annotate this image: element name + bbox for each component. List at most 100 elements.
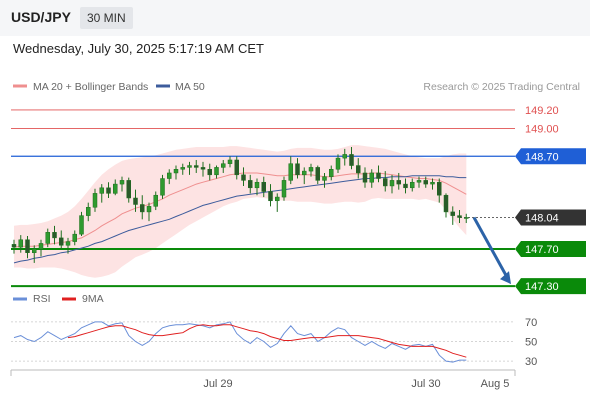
candle	[59, 230, 64, 249]
timeframe-button[interactable]: 30 MIN	[80, 7, 133, 29]
candle	[25, 236, 30, 259]
candle	[288, 156, 293, 185]
candle-body	[92, 193, 98, 208]
candle-body	[52, 232, 57, 239]
candle-body	[356, 165, 361, 174]
candle-body	[72, 233, 77, 242]
rsi-legend-label: RSI	[33, 293, 51, 305]
candle-body	[335, 157, 341, 170]
candle-body	[315, 167, 320, 181]
candle	[18, 235, 23, 253]
candle-body	[221, 163, 226, 168]
rsi-ma-line	[67, 324, 467, 358]
candle	[423, 176, 428, 188]
candle-body	[376, 172, 381, 179]
candle-body	[119, 180, 125, 185]
support-2-tag: 147.30	[525, 281, 559, 293]
candle-body	[416, 180, 422, 183]
candle	[315, 165, 320, 185]
candle	[200, 161, 206, 177]
support-1-tag: 147.70	[525, 244, 559, 256]
candle-body	[153, 194, 158, 207]
candle	[248, 174, 253, 194]
candle	[362, 167, 368, 188]
rsi-tick-label: 30	[525, 356, 537, 368]
candle	[322, 172, 327, 188]
candle-body	[200, 167, 206, 170]
candle	[376, 165, 381, 183]
candle	[254, 178, 260, 196]
candle-body	[106, 187, 111, 194]
candle-body	[126, 180, 131, 199]
forecast-arrow	[472, 216, 511, 285]
candle-body	[79, 215, 84, 235]
bollinger-bands	[14, 145, 467, 278]
candle-body	[369, 172, 374, 183]
candle	[79, 211, 84, 237]
candle	[430, 178, 435, 190]
candle	[234, 156, 239, 180]
candle-body	[227, 159, 233, 164]
candle-body	[430, 181, 435, 185]
ma50-legend-label: MA 50	[175, 81, 205, 93]
candle	[383, 171, 388, 192]
candle-body	[18, 239, 23, 248]
candle-body	[281, 180, 287, 198]
candle-body	[464, 217, 469, 219]
candle-body	[173, 169, 179, 174]
time-axis-label: Jul 29	[203, 378, 232, 390]
support-2-tag-bg	[515, 278, 586, 295]
candle-body	[167, 172, 172, 179]
candle-body	[349, 154, 354, 166]
candle	[11, 239, 17, 254]
candle	[140, 195, 145, 220]
candle	[207, 163, 212, 181]
candle-body	[383, 178, 388, 187]
candle	[281, 176, 287, 201]
candle-body	[65, 241, 71, 246]
candle-body	[423, 180, 428, 185]
candle-body	[322, 176, 327, 181]
rsi-ma-legend-label: 9MA	[82, 293, 104, 305]
candle	[335, 154, 341, 173]
forecast-arrow-head	[500, 271, 511, 285]
candle	[275, 193, 280, 212]
time-axis-label: Aug 5	[481, 378, 510, 390]
bollinger-band-fill	[14, 145, 467, 278]
ma50-line	[13, 175, 467, 264]
candle	[369, 169, 374, 188]
candle-body	[32, 248, 37, 253]
candle-body	[59, 237, 64, 246]
candle-body	[308, 167, 314, 172]
candle-body	[160, 178, 165, 196]
candle-body	[389, 180, 395, 187]
candle-body	[146, 206, 152, 213]
pivot-tag: 148.70	[525, 151, 559, 163]
candle	[160, 174, 165, 199]
current-price-tag-bg	[515, 209, 586, 226]
candle	[113, 179, 118, 196]
time-axis: Jul 29 Jul 30 Aug 5	[10, 369, 516, 390]
time-axis-label: Jul 30	[411, 378, 440, 390]
candle	[133, 189, 138, 212]
candle	[295, 158, 300, 179]
candle-body	[45, 232, 50, 244]
candle	[214, 165, 219, 179]
candle	[153, 191, 158, 211]
candle-body	[403, 183, 408, 189]
candle	[38, 239, 44, 257]
candle	[92, 188, 98, 212]
top-bar: USD/JPY 30 MIN	[0, 0, 590, 36]
candle-body	[457, 215, 462, 218]
candle-body	[268, 191, 273, 202]
candle	[52, 225, 57, 245]
candle-body	[410, 181, 415, 189]
rsi-tick-label: 50	[525, 336, 537, 348]
candle-body	[86, 207, 91, 216]
candle	[221, 159, 226, 173]
candle	[342, 148, 347, 166]
candle	[416, 176, 422, 188]
candle	[99, 184, 104, 203]
pivot-tag-bg	[515, 148, 586, 165]
